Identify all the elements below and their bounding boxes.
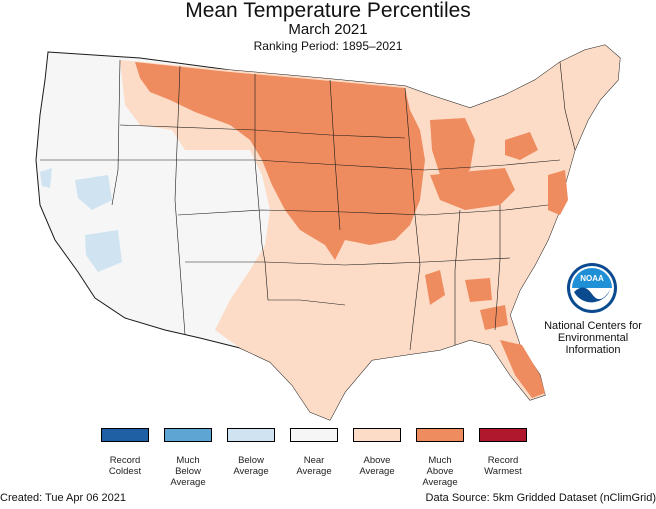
much-above-north	[135, 62, 425, 260]
state-line-v1	[111, 59, 121, 206]
noaa-logo: NOAA	[567, 263, 617, 313]
legend-swatch	[353, 428, 401, 442]
much-above-florida	[500, 340, 545, 398]
legend-item: Record Coldest	[90, 428, 160, 477]
legend: Record Coldest Much Below Average Below Averag…	[98, 428, 528, 488]
state-line-v6	[454, 209, 461, 345]
map-fill-layer	[35, 44, 621, 421]
below-california	[85, 230, 122, 272]
much-above-erie	[505, 132, 538, 160]
state-line-v2	[174, 65, 186, 336]
legend-label: Much Above Average	[422, 455, 458, 488]
state-line-v5	[404, 87, 421, 351]
noaa-org-line-1: National Centers for	[544, 320, 642, 332]
legend-swatch	[479, 428, 527, 442]
state-line-h4	[185, 257, 511, 266]
legend-label: Much Below Average	[170, 455, 206, 488]
legend-label: Near Average	[296, 455, 332, 477]
noaa-org-line-3: Information	[565, 344, 621, 356]
map-title: Mean Temperature Percentiles	[185, 0, 471, 22]
much-above-ohio	[430, 168, 515, 210]
ranking-period: Ranking Period: 1895–2021	[253, 39, 403, 53]
state-line-v3	[254, 74, 266, 263]
legend-item: Above Average	[342, 428, 412, 477]
legend-item: Below Average	[216, 428, 286, 477]
map-subtitle: March 2021	[288, 21, 368, 38]
legend-item: Record Warmest	[468, 428, 538, 477]
state-boundaries	[40, 59, 576, 351]
much-above-midatlantic	[548, 170, 568, 215]
legend-label: Record Coldest	[108, 455, 142, 477]
state-line-v7	[494, 205, 501, 331]
below-california2	[40, 168, 52, 188]
state-line-tx	[264, 261, 346, 306]
legend-swatch	[227, 428, 275, 442]
below-nevada	[75, 175, 112, 210]
state-line-h3	[177, 204, 549, 216]
data-source: Data Source: 5km Gridded Dataset (nClimG…	[425, 492, 656, 504]
created-date: Created: Tue Apr 06 2021	[0, 492, 126, 504]
state-line-v4	[329, 79, 341, 231]
much-above-se2	[465, 278, 492, 302]
much-above-lakes	[430, 118, 475, 180]
legend-item: Near Average	[279, 428, 349, 477]
state-line-h1	[119, 124, 406, 139]
state-line-ne	[559, 61, 576, 151]
legend-label: Below Average	[233, 455, 269, 477]
legend-label: Above Average	[359, 455, 395, 477]
much-above-se3	[480, 305, 508, 330]
much-above-se1	[425, 270, 445, 305]
noaa-org-name: National Centers for Environmental Infor…	[540, 320, 646, 356]
legend-item: Much Above Average	[405, 428, 475, 488]
noaa-org-line-2: Environmental	[557, 332, 629, 344]
legend-item: Much Below Average	[153, 428, 223, 488]
legend-swatch	[290, 428, 338, 442]
legend-label: Record Warmest	[484, 455, 522, 477]
legend-swatch	[164, 428, 212, 442]
state-line-h2	[40, 159, 561, 171]
legend-swatch	[416, 428, 464, 442]
legend-swatch	[101, 428, 149, 442]
svg-text:NOAA: NOAA	[580, 274, 604, 283]
